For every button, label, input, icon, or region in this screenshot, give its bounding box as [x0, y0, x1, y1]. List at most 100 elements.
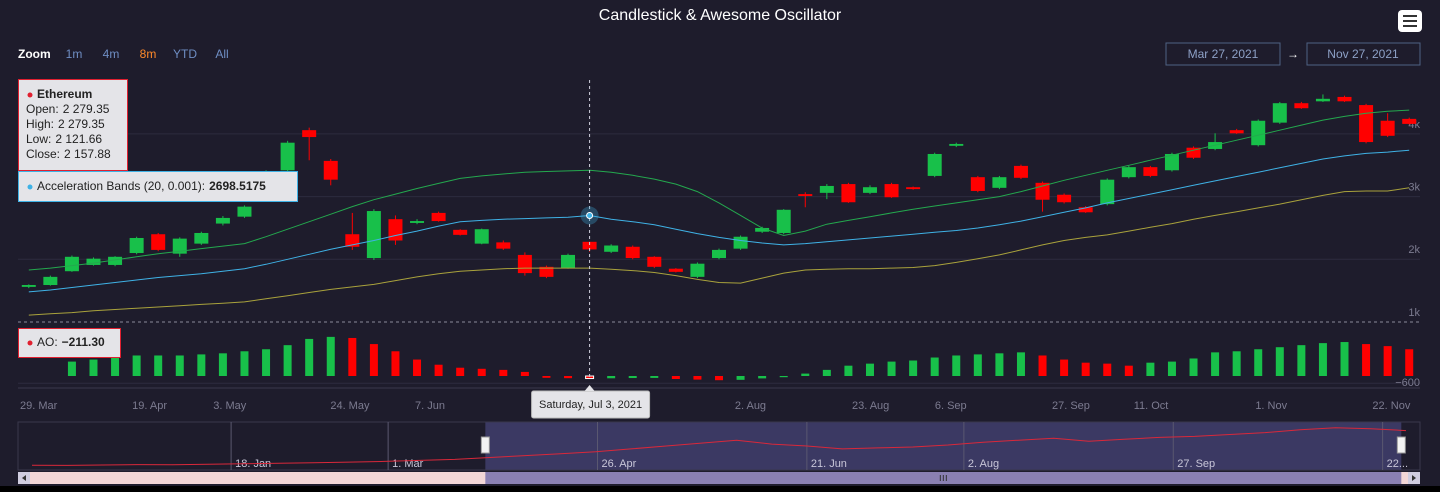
ao-bar: [758, 376, 767, 379]
candle-body: [1078, 207, 1093, 213]
range-to[interactable]: Nov 27, 2021: [1327, 47, 1399, 61]
candle-body: [604, 245, 619, 252]
ao-bar: [1362, 344, 1371, 376]
candle-body: [237, 206, 252, 217]
x-tick-label: 2. Aug: [735, 400, 766, 412]
ao-legend: AO: −211.30: [37, 335, 105, 349]
candle-body: [388, 219, 403, 241]
ao-bar: [348, 337, 357, 376]
candle-body: [64, 256, 79, 272]
candle-body: [1121, 167, 1136, 178]
range-from-box[interactable]: [1165, 42, 1281, 66]
legend-dot: [27, 340, 33, 346]
candle-body: [151, 234, 166, 250]
candle-body: [625, 246, 640, 259]
y-tick-label: 3k: [1408, 182, 1420, 194]
range-to-box[interactable]: [1306, 42, 1421, 66]
candle-body: [755, 227, 770, 232]
x-tick-label: 6. Sep: [935, 400, 967, 412]
x-tick-label: 1. Nov: [1255, 400, 1287, 412]
ao-bar: [283, 345, 292, 376]
zoom-button[interactable]: 8m: [140, 47, 157, 61]
ao-bar: [952, 355, 961, 376]
arrow-icon: [1412, 475, 1416, 481]
x-tick-label: 24. May: [330, 400, 370, 412]
candle-body: [1272, 103, 1287, 123]
candle-body: [819, 185, 834, 193]
x-tick-label: 22. Nov: [1372, 400, 1410, 412]
ao-bar: [1297, 345, 1306, 376]
ao-bar: [175, 355, 184, 376]
navigator-label: 21. Jun: [811, 458, 847, 470]
ao-bar: [973, 354, 982, 376]
candle-body: [215, 217, 230, 224]
zoom-button[interactable]: 4m: [103, 47, 120, 61]
candle-body: [1100, 179, 1115, 205]
chart-title: Candlestick & Awesome Oscillator: [599, 7, 842, 24]
navigator-handle[interactable]: [1396, 436, 1406, 454]
ao-bar: [154, 355, 163, 376]
candle-body: [992, 177, 1007, 188]
band-line: [28, 109, 1410, 271]
tooltip-row-label: High:: [26, 117, 54, 131]
zoom-button[interactable]: All: [215, 47, 228, 61]
zoom-button[interactable]: 1m: [66, 47, 83, 61]
menu-button[interactable]: [1398, 10, 1422, 32]
ao-bar: [607, 376, 616, 379]
candle-body: [690, 263, 705, 277]
band-label: Acceleration Bands (20, 0.001):: [37, 179, 205, 193]
tooltip-row-label: Low:: [26, 132, 51, 146]
candle-body: [712, 249, 726, 259]
candle-body: [1013, 165, 1028, 178]
ao-bar: [326, 336, 335, 376]
ao-bar: [1167, 361, 1176, 376]
candle-body: [345, 234, 360, 247]
ao-bar: [1146, 362, 1155, 376]
navigator-label: 27. Sep: [1177, 458, 1215, 470]
candle-body: [733, 236, 748, 249]
ao-bar: [865, 363, 874, 376]
zoom-buttons: 1m 4m 8m YTD All: [66, 47, 229, 61]
tooltip-row: Low: 2 121.66: [26, 132, 102, 146]
band-legend: Acceleration Bands (20, 0.001): 2698.5175: [37, 179, 266, 193]
date-tooltip-arrow: [584, 385, 595, 391]
ao-bar: [111, 357, 120, 376]
ao-value: −211.30: [62, 335, 105, 349]
ao-bar: [1340, 342, 1349, 376]
ao-bar: [1189, 358, 1198, 376]
ao-bar: [1232, 351, 1241, 376]
candle-body: [517, 254, 532, 274]
navigator-handle[interactable]: [480, 436, 490, 454]
zoom-button[interactable]: YTD: [173, 47, 197, 61]
tooltip-row: High: 2 279.35: [26, 117, 105, 131]
ao-bar: [262, 349, 271, 376]
candle-body: [410, 221, 425, 223]
ao-bar: [369, 344, 378, 376]
tooltip-box: [18, 171, 298, 202]
candle-body: [776, 209, 791, 233]
navigator-line: [31, 427, 1407, 466]
zoom-label: Zoom: [18, 47, 51, 61]
candle-body: [841, 184, 856, 203]
ao-bar: [887, 361, 896, 376]
candle-body: [970, 177, 985, 191]
band-line: [28, 149, 1410, 293]
legend-dot: [27, 92, 33, 98]
ao-bar: [844, 365, 853, 376]
candle-body: [1380, 120, 1395, 136]
candle-body: [949, 143, 964, 146]
candle-body: [431, 212, 446, 222]
ao-bar: [1038, 355, 1047, 376]
navigator-label: 26. Apr: [601, 458, 636, 470]
range-from[interactable]: Mar 27, 2021: [1188, 47, 1259, 61]
arrow-icon: [22, 475, 26, 481]
candle-body: [108, 256, 123, 265]
ao-bar: [197, 354, 206, 376]
tooltip-row: Close: 2 157.88: [26, 147, 111, 161]
x-tick-label: 19. Apr: [132, 400, 167, 412]
candle-body: [172, 238, 187, 254]
navigator-selection: [485, 422, 1402, 470]
candle-body: [561, 254, 576, 269]
